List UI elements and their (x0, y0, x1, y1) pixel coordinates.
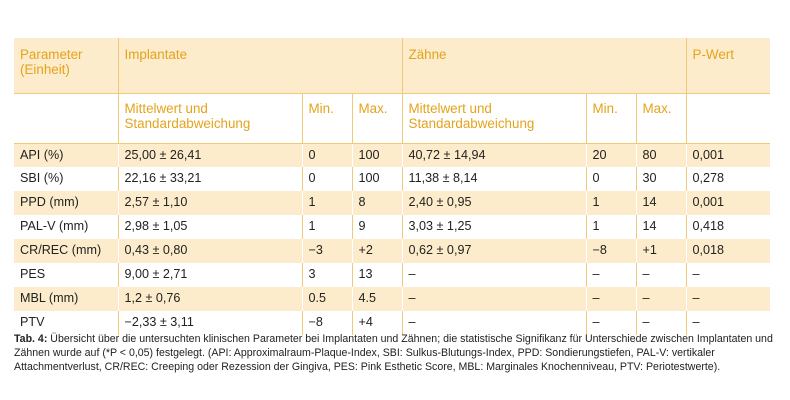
cell-min-zaehne: −8 (585, 239, 637, 263)
cell-p-wert: 0,278 (685, 167, 771, 191)
cell-min-zaehne: 1 (585, 215, 637, 239)
cell-mw-zaehne: 2,40 ± 0,95 (401, 191, 587, 215)
cell-p-wert: – (685, 311, 771, 335)
cell-max-zaehne: 14 (635, 215, 687, 239)
cell-p-wert: – (685, 287, 771, 311)
header-zaehne: Zähne (401, 38, 687, 93)
cell-max-implantate: +2 (351, 239, 403, 263)
cell-mw-zaehne: – (401, 263, 587, 287)
header-p-wert: P-Wert (685, 38, 771, 93)
cell-min-zaehne: – (585, 263, 637, 287)
cell-max-implantate: 9 (351, 215, 403, 239)
cell-min-implantate: 0 (301, 167, 352, 191)
cell-max-zaehne: 14 (635, 191, 687, 215)
cell-min-implantate: −8 (301, 311, 352, 335)
cell-max-implantate: 4.5 (351, 287, 403, 311)
cell-mw-implantate: 25,00 ± 26,41 (117, 142, 302, 167)
cell-min-zaehne: 0 (585, 167, 637, 191)
table-row: MBL (mm) 1,2 ± 0,76 0.5 4.5– – – – (14, 287, 771, 311)
table-container: Parameter (Einheit) Implantate Zähne P-W… (14, 38, 771, 335)
cell-max-zaehne: 80 (635, 142, 687, 167)
cell-mw-implantate: 0,43 ± 0,80 (117, 239, 302, 263)
parameter-table: Parameter (Einheit) Implantate Zähne P-W… (14, 38, 771, 335)
cell-min-implantate: 0.5 (301, 287, 352, 311)
cell-min-implantate: 3 (301, 263, 352, 287)
cell-parameter: PPD (mm) (20, 195, 79, 209)
caption-text: Übersicht über die untersuchten klinisch… (14, 333, 773, 373)
cell-parameter: SBI (%) (20, 171, 64, 185)
cell-mw-implantate: 22,16 ± 33,21 (117, 167, 302, 191)
cell-min-zaehne: – (585, 287, 637, 311)
cell-max-zaehne: – (635, 287, 687, 311)
cell-mw-implantate: 2,98 ± 1,05 (117, 215, 302, 239)
cell-min-zaehne: 1 (585, 191, 637, 215)
cell-max-implantate: +4 (351, 311, 403, 335)
cell-max-zaehne: – (635, 311, 687, 335)
table-row: API (%) 25,00 ± 26,41 0 100 40,72 ± 14,94 20 8… (14, 142, 771, 167)
cell-max-zaehne: +1 (635, 239, 687, 263)
cell-max-implantate: 8 (351, 191, 403, 215)
cell-p-wert: – (685, 263, 771, 287)
cell-mw-implantate: 9,00 ± 2,71 (117, 263, 302, 287)
table-row: SBI (%) 22,16 ± 33,21 0 100 11,38 ± 8,14 0 30 0… (14, 167, 771, 191)
cell-min-implantate: 1 (301, 215, 352, 239)
cell-parameter: CR/REC (mm) (20, 243, 102, 257)
table-row: CR/REC (mm) 0,43 ± 0,80 −3 +2 0,62 ± 0,97 −8 +… (14, 239, 771, 263)
cell-mw-implantate: −2,33 ± 3,11 (117, 311, 302, 335)
header-empty-cell (14, 92, 118, 143)
table-row: PES 9,00 ± 2,71 3 13– – – – (14, 263, 771, 287)
cell-mw-zaehne: – (401, 311, 587, 335)
header-mw-zaehne: Mittelwert und Standardabweichung (401, 92, 587, 143)
cell-max-zaehne: 30 (635, 167, 687, 191)
cell-min-zaehne: 20 (585, 142, 637, 167)
header-min-implantate: Min. (301, 92, 352, 143)
header-row-2: Mittelwert und Standardabweichung Min. M… (14, 92, 771, 143)
cell-parameter: PTV (20, 315, 45, 329)
cell-p-wert: 0,001 (685, 191, 771, 215)
cell-mw-zaehne: 40,72 ± 14,94 (401, 142, 587, 167)
cell-max-implantate: 100 (351, 167, 403, 191)
cell-mw-implantate: 2,57 ± 1,10 (117, 191, 302, 215)
cell-min-zaehne: – (585, 311, 637, 335)
cell-p-wert: 0,018 (685, 239, 771, 263)
header-row-1: Parameter (Einheit) Implantate Zähne P-W… (14, 38, 771, 93)
cell-max-zaehne: – (635, 263, 687, 287)
table-row: PPD (mm) 2,57 ± 1,10 1 8 2,40 ± 0,95 1 14 0,001 (14, 191, 771, 215)
cell-parameter: MBL (mm) (20, 291, 79, 305)
cell-max-implantate: 13 (351, 263, 403, 287)
caption-label: Tab. 4: (14, 333, 48, 345)
cell-min-implantate: 1 (301, 191, 352, 215)
cell-p-wert: 0,418 (685, 215, 771, 239)
header-parameter: Parameter (Einheit) (20, 47, 83, 77)
cell-parameter: PES (20, 267, 46, 281)
cell-mw-zaehne: 11,38 ± 8,14 (401, 167, 587, 191)
cell-mw-zaehne: 0,62 ± 0,97 (401, 239, 587, 263)
header-max-zaehne: Max. (635, 92, 687, 143)
header-implantate: Implantate (117, 38, 403, 93)
header-max-implantate: Max. (351, 92, 403, 143)
cell-mw-zaehne: – (401, 287, 587, 311)
cell-p-wert: 0,001 (685, 142, 771, 167)
table-caption: Tab. 4: Übersicht über die untersuchten … (14, 332, 774, 374)
header-min-zaehne: Min. (585, 92, 637, 143)
cell-mw-implantate: 1,2 ± 0,76 (117, 287, 302, 311)
cell-parameter: PAL-V (mm) (20, 219, 89, 233)
cell-min-implantate: −3 (301, 239, 352, 263)
table-row: PTV −2,33 ± 3,11 −8 +4– – – – (14, 311, 771, 335)
header-p-wert-empty (685, 92, 771, 143)
cell-mw-zaehne: 3,03 ± 1,25 (401, 215, 587, 239)
cell-parameter: API (%) (14, 142, 118, 167)
cell-min-implantate: 0 (301, 142, 352, 167)
table-row: PAL-V (mm) 2,98 ± 1,05 1 9 3,03 ± 1,25 1 14 0,4… (14, 215, 771, 239)
header-mw-implantate: Mittelwert und Standardabweichung (117, 92, 302, 143)
cell-max-implantate: 100 (351, 142, 403, 167)
